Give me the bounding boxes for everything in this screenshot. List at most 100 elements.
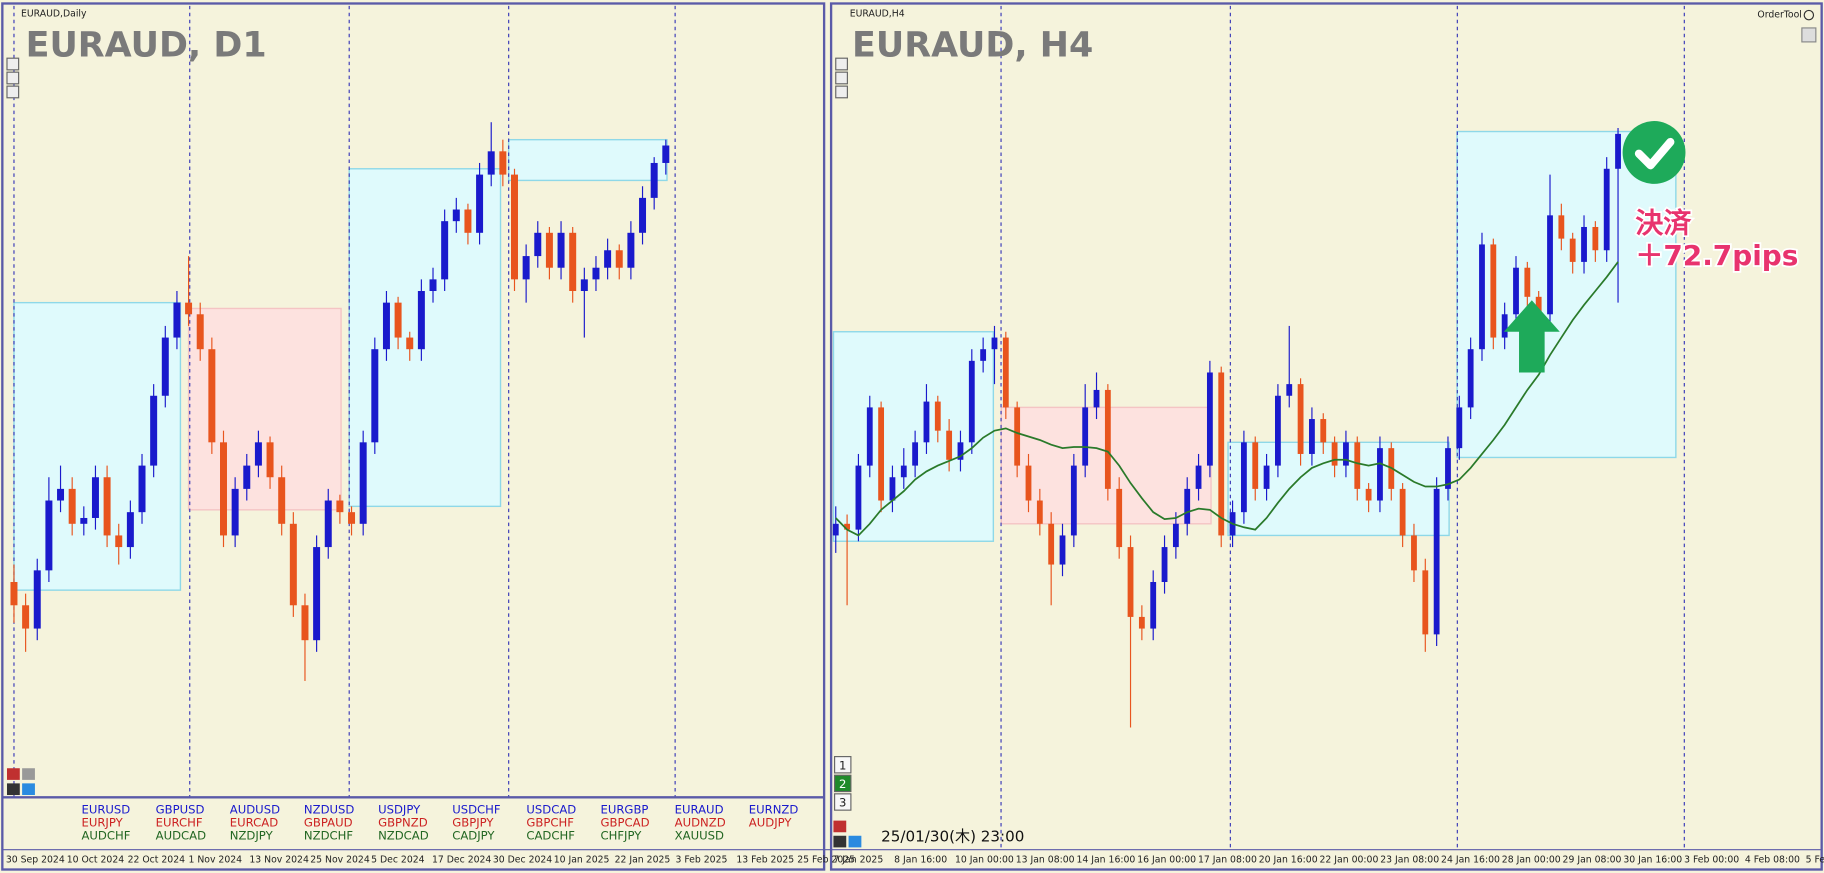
symbol[interactable]: AUDUSD — [230, 803, 280, 817]
symbol[interactable]: GBPAUD — [304, 815, 353, 829]
symbol[interactable]: NZDJPY — [230, 828, 274, 842]
symbol[interactable]: EURUSD — [81, 803, 130, 817]
x-tick-label: 25 Nov 2024 — [310, 855, 370, 866]
tool-button[interactable] — [848, 835, 862, 848]
timeframe-button[interactable] — [834, 793, 852, 811]
tool-button[interactable] — [833, 835, 847, 848]
symbol[interactable]: USDJPY — [378, 803, 421, 817]
symbol[interactable]: GBPJPY — [452, 815, 494, 829]
candle-body — [1399, 488, 1406, 536]
candle-body — [348, 512, 356, 524]
tool-button[interactable] — [1801, 27, 1817, 43]
symbol[interactable]: EURNZD — [749, 803, 799, 817]
symbol[interactable]: USDCAD — [526, 803, 576, 817]
scroll-button[interactable] — [835, 57, 848, 71]
candle-body — [196, 314, 204, 350]
candle-body — [1445, 448, 1451, 489]
candle-body — [1286, 384, 1293, 396]
x-tick-label: 4 Feb 08:00 — [1745, 855, 1800, 866]
candle-body — [522, 256, 530, 280]
tool-button[interactable] — [833, 820, 847, 833]
timeframe-button[interactable] — [834, 756, 852, 774]
candle-body — [441, 221, 449, 280]
candle-body — [476, 174, 484, 233]
scroll-button[interactable] — [6, 85, 20, 99]
timeframe-label[interactable]: 1 — [839, 758, 846, 772]
symbol[interactable]: GBPCHF — [526, 815, 574, 829]
candle-body — [1558, 215, 1565, 239]
candle-body — [1263, 465, 1270, 489]
order-tool-icon[interactable] — [1803, 9, 1815, 21]
symbol[interactable]: CADJPY — [452, 828, 495, 842]
timeframe-label[interactable]: 3 — [839, 796, 846, 810]
candle-body — [569, 232, 577, 291]
candle-body — [1569, 238, 1576, 262]
x-tick-label: 10 Oct 2024 — [67, 855, 125, 866]
scroll-button[interactable] — [835, 85, 848, 99]
annotation: ＋72.7pips — [1635, 239, 1798, 272]
timeframe-label[interactable]: 2 — [839, 777, 846, 791]
symbol[interactable]: EURGBP — [601, 803, 649, 817]
entry-arrow — [1503, 300, 1560, 373]
candle-body — [604, 250, 612, 268]
symbol[interactable]: EURCHF — [156, 815, 203, 829]
scroll-button[interactable] — [6, 57, 20, 71]
candle-body — [1127, 547, 1134, 617]
candle-body — [1592, 226, 1599, 251]
symbol[interactable]: AUDJPY — [749, 815, 793, 829]
symbol[interactable]: AUDNZD — [675, 815, 726, 829]
candle-body — [126, 512, 134, 548]
candle-body — [1116, 488, 1123, 548]
candle-body — [912, 442, 919, 466]
candle-body — [1240, 442, 1247, 513]
symbol[interactable]: EURCAD — [230, 815, 278, 829]
tool-button[interactable] — [22, 783, 35, 796]
symbol[interactable]: CADCHF — [526, 828, 575, 842]
candle-body — [1138, 616, 1145, 629]
symbol[interactable]: AUDCHF — [81, 828, 130, 842]
tool-button[interactable] — [6, 783, 20, 796]
symbol[interactable]: GBPNZD — [378, 815, 428, 829]
symbol[interactable]: XAUUSD — [675, 828, 724, 842]
x-tick-label: 22 Jan 00:00 — [1320, 855, 1379, 866]
symbol[interactable]: GBPCAD — [601, 815, 650, 829]
symbol[interactable]: EURJPY — [81, 815, 123, 829]
timeframe-button[interactable] — [834, 774, 852, 793]
x-tick-label: 1 Nov 2024 — [188, 855, 242, 866]
candle-body — [1082, 407, 1089, 466]
candle-body — [231, 488, 239, 536]
right-panel — [829, 2, 1823, 871]
candle-body — [1603, 168, 1610, 251]
order-tool[interactable]: OrderTool — [1757, 10, 1801, 21]
candle-body — [1172, 523, 1179, 548]
tool-button[interactable] — [22, 768, 35, 780]
symbol[interactable]: NZDCAD — [378, 828, 429, 842]
symbol[interactable]: USDCHF — [452, 803, 501, 817]
candle-body — [1411, 535, 1417, 571]
candle-body — [161, 337, 169, 396]
scroll-button[interactable] — [6, 71, 20, 85]
candle-body — [980, 349, 987, 361]
candle-body — [220, 442, 227, 536]
candle-body — [371, 349, 379, 443]
candle-body — [1025, 465, 1032, 501]
candle-body — [359, 442, 367, 524]
symbol[interactable]: NZDUSD — [304, 803, 354, 817]
symbol[interactable]: CHFJPY — [601, 828, 643, 842]
symbol[interactable]: GBPUSD — [156, 803, 205, 817]
symbol[interactable]: EURAUD — [675, 803, 724, 817]
candle-body — [1422, 570, 1429, 635]
symbol[interactable]: NZDCHF — [304, 828, 353, 842]
candle-body — [545, 232, 553, 268]
candle-body — [1615, 133, 1621, 169]
candle-body — [382, 302, 390, 350]
x-tick-label: 3 Feb 2025 — [675, 855, 727, 866]
candle-body — [68, 488, 76, 524]
candle-body — [878, 407, 885, 501]
scroll-buttons[interactable] — [6, 57, 862, 848]
scroll-button[interactable] — [835, 71, 848, 85]
candle-body — [1467, 349, 1474, 408]
tool-button[interactable] — [6, 768, 20, 780]
symbol[interactable]: AUDCAD — [156, 828, 206, 842]
zone — [1227, 441, 1450, 537]
